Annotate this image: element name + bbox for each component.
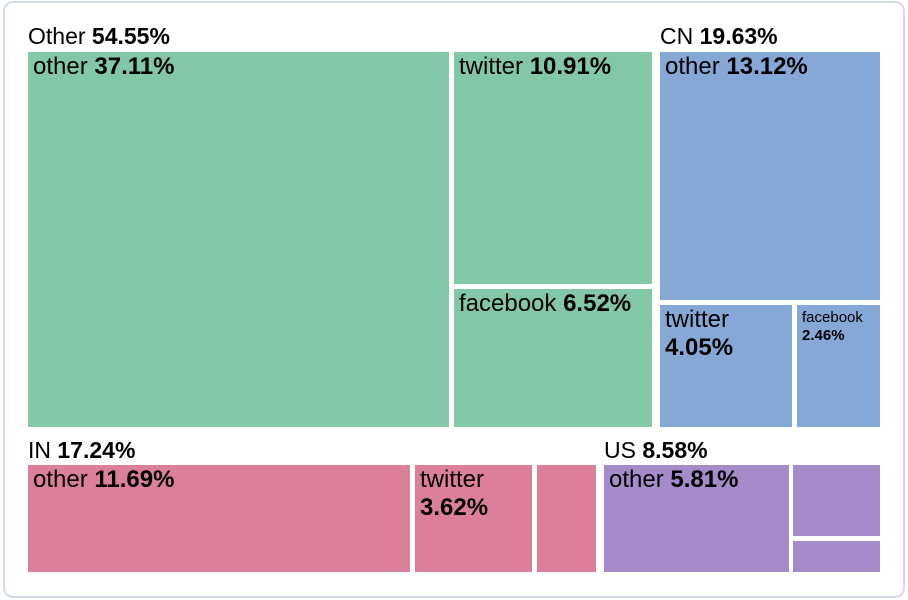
cell-value: 13.12%: [726, 53, 808, 80]
treemap-cell-in-twitter[interactable]: twitter 3.62%: [415, 465, 532, 572]
treemap-cell-in-other[interactable]: other 11.69%: [28, 465, 410, 572]
cell-value: 2.46%: [802, 327, 845, 344]
group-label-in: IN 17.24%: [28, 438, 135, 463]
cell-label: facebook: [459, 290, 557, 317]
cell-label: other: [665, 53, 720, 80]
treemap-cell-other-other[interactable]: other 37.11%: [28, 52, 449, 427]
treemap-cell-cn-facebook[interactable]: facebook 2.46%: [797, 305, 880, 427]
treemap-cell-other-twitter[interactable]: twitter 10.91%: [454, 52, 652, 284]
cell-label: twitter: [459, 53, 524, 80]
group-label-us: US 8.58%: [604, 438, 708, 463]
cell-label: other: [609, 466, 664, 493]
treemap-cell-other-facebook[interactable]: facebook 6.52%: [454, 289, 652, 427]
group-value: 54.55%: [91, 23, 170, 49]
treemap-cell-us-unlabeled-1[interactable]: [793, 465, 880, 536]
treemap-cell-cn-other[interactable]: other 13.12%: [660, 52, 880, 300]
cell-value: 5.81%: [670, 466, 739, 493]
cell-value: 10.91%: [529, 53, 612, 80]
treemap-cell-us-other[interactable]: other 5.81%: [604, 465, 789, 572]
cell-label: facebook: [802, 309, 863, 326]
group-value: 8.58%: [642, 437, 708, 463]
cell-label: other: [33, 53, 88, 80]
group-label-other: Other 54.55%: [28, 24, 170, 49]
treemap-cell-us-unlabeled-2[interactable]: [793, 541, 880, 572]
treemap-cell-in-unlabeled[interactable]: [537, 465, 596, 572]
group-name: CN: [660, 23, 694, 49]
cell-label: twitter: [665, 306, 730, 333]
treemap-cell-cn-twitter[interactable]: twitter 4.05%: [660, 305, 792, 427]
cell-value: 11.69%: [94, 466, 175, 493]
group-name: US: [604, 437, 636, 463]
group-value: 17.24%: [57, 437, 136, 463]
group-name: IN: [28, 437, 51, 463]
cell-label: twitter: [420, 466, 485, 493]
cell-label: other: [33, 466, 88, 493]
group-name: Other: [28, 23, 86, 49]
cell-value: 6.52%: [563, 290, 632, 317]
cell-value: 3.62%: [420, 494, 489, 522]
cell-value: 37.11%: [94, 53, 175, 80]
cell-value: 4.05%: [665, 334, 734, 362]
group-label-cn: CN 19.63%: [660, 24, 778, 49]
group-value: 19.63%: [699, 23, 778, 49]
